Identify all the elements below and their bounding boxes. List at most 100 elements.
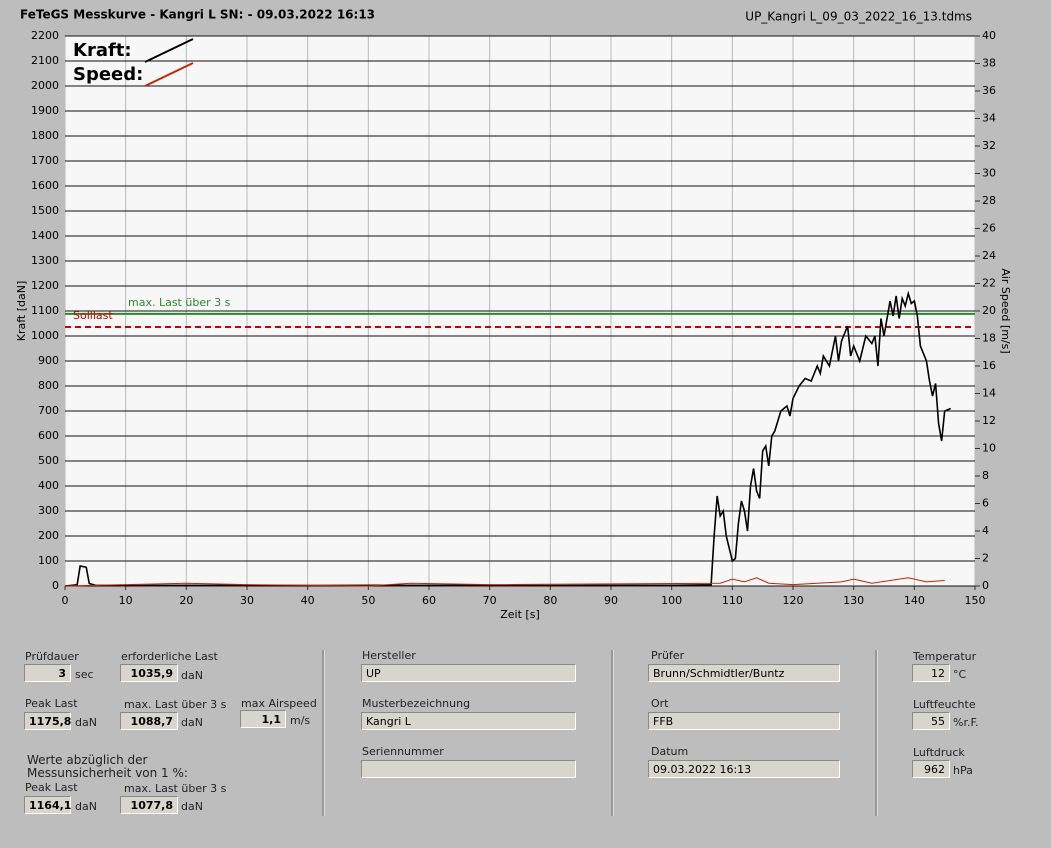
data-line (64, 577, 945, 587)
y-tick-label: 1800 (31, 129, 59, 142)
field-value: 1175,8 (24, 712, 71, 730)
y-tick-label: 1600 (31, 179, 59, 192)
file-name: UP_Kangri L_09_03_2022_16_13.tdms (745, 10, 972, 24)
field-label: Ort (651, 697, 669, 710)
y-tick-label: 1900 (31, 104, 59, 117)
field-value: 1077,8 (120, 796, 178, 814)
field-value: Kangri L (361, 712, 576, 730)
y2-tick-label: 12 (982, 414, 996, 427)
x-axis-label: Zeit [s] (500, 608, 539, 621)
y-tick-label: 1300 (31, 254, 59, 267)
field-unit: daN (75, 800, 97, 813)
field-label: Peak Last (25, 697, 78, 710)
field-label: Datum (651, 745, 689, 758)
field-label: Hersteller (362, 649, 416, 662)
field-label: Prüfer (651, 649, 685, 662)
chart: FeTeGS Messkurve - Kangri L SN: - 09.03.… (15, 8, 1012, 622)
y2-tick-label: 28 (982, 194, 996, 207)
y-tick-label: 1000 (31, 329, 59, 342)
field-label: Luftdruck (913, 746, 965, 759)
x-tick-label: 70 (483, 594, 497, 607)
y2-tick-label: 20 (982, 304, 996, 317)
field-unit: daN (181, 716, 203, 729)
x-tick-label: 0 (62, 594, 69, 607)
x-tick-label: 120 (783, 594, 804, 607)
field-label: Peak Last (25, 781, 78, 794)
field-label: Luftfeuchte (913, 698, 976, 711)
y2-tick-label: 4 (982, 524, 989, 537)
field-value: 55 (912, 712, 950, 730)
y2-tick-label: 16 (982, 359, 996, 372)
x-tick-label: 20 (179, 594, 193, 607)
field-unit: °C (953, 668, 967, 681)
separator (611, 650, 614, 816)
y2-tick-label: 30 (982, 167, 996, 180)
x-tick-label: 110 (722, 594, 743, 607)
reference-label: max. Last über 3 s (128, 296, 231, 309)
y2-tick-label: 18 (982, 332, 996, 345)
field-unit: sec (75, 668, 94, 681)
field-value: 1035,9 (120, 664, 178, 682)
field-value: 1164,1 (24, 796, 71, 814)
field-label: max. Last über 3 s (124, 698, 227, 711)
field-value (361, 760, 576, 778)
title: FeTeGS Messkurve - Kangri L SN: - 09.03.… (20, 8, 375, 22)
y-tick-label: 600 (38, 429, 59, 442)
field-value: 1,1 (240, 710, 286, 728)
field-unit: m/s (290, 714, 311, 727)
data-line (64, 290, 952, 587)
field-label: Temperatur (913, 650, 977, 663)
legend-label: Kraft: (73, 40, 132, 61)
x-tick-label: 100 (661, 594, 682, 607)
note: Werte abzüglich der Messunsicherheit von… (27, 753, 188, 780)
y2-tick-label: 6 (982, 497, 989, 510)
y-tick-label: 2200 (31, 29, 59, 42)
legend-label: Speed: (73, 64, 143, 85)
field-value: UP (361, 664, 576, 682)
separator (875, 650, 878, 816)
y2-tick-label: 0 (982, 579, 989, 592)
field-value: 12 (912, 664, 950, 682)
field-unit: daN (181, 800, 203, 813)
x-tick-label: 140 (904, 594, 925, 607)
y2-tick-label: 24 (982, 249, 996, 262)
y-tick-label: 1200 (31, 279, 59, 292)
y2-tick-label: 38 (982, 57, 996, 70)
x-tick-label: 60 (422, 594, 436, 607)
legend-swatch (144, 62, 194, 87)
x-tick-label: 10 (119, 594, 133, 607)
field-unit: hPa (953, 764, 973, 777)
y2-tick-label: 26 (982, 222, 996, 235)
field-value: 1088,7 (120, 712, 178, 730)
x-tick-label: 80 (543, 594, 557, 607)
y-tick-label: 100 (38, 554, 59, 567)
field-unit: daN (75, 716, 97, 729)
field-label: Seriennummer (362, 745, 444, 758)
field-label: Musterbezeichnung (362, 697, 471, 710)
y-tick-label: 200 (38, 529, 59, 542)
field-label: erforderliche Last (121, 650, 218, 663)
field-value: 3 (24, 664, 71, 682)
y-tick-label: 800 (38, 379, 59, 392)
y2-tick-label: 2 (982, 552, 989, 565)
y-tick-label: 1100 (31, 304, 59, 317)
field-label: max. Last über 3 s (124, 782, 227, 795)
y-tick-label: 300 (38, 504, 59, 517)
y2-tick-label: 10 (982, 442, 996, 455)
field-unit: %r.F. (953, 716, 979, 729)
y-tick-label: 2000 (31, 79, 59, 92)
field-unit: daN (181, 669, 203, 682)
y2-axis-label: Air Speed [m/s] (999, 268, 1012, 353)
x-tick-label: 30 (240, 594, 254, 607)
y-tick-label: 700 (38, 404, 59, 417)
field-value: 09.03.2022 16:13 (648, 760, 840, 778)
y2-tick-label: 14 (982, 387, 996, 400)
y-tick-label: 400 (38, 479, 59, 492)
y2-tick-label: 22 (982, 277, 996, 290)
y-tick-label: 1400 (31, 229, 59, 242)
x-tick-label: 150 (965, 594, 986, 607)
field-value: Brunn/Schmidtler/Buntz (648, 664, 840, 682)
y2-tick-label: 40 (982, 29, 996, 42)
y-tick-label: 500 (38, 454, 59, 467)
